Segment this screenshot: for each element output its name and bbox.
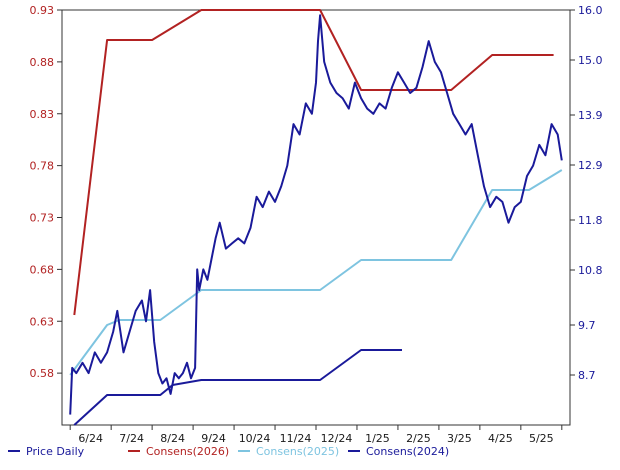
legend-label: Consens(2024) [366, 445, 449, 458]
series-line-price-daily [69, 14, 563, 415]
x-axis-tick-label: 4/25 [488, 432, 513, 445]
x-axis-tick-label: 9/24 [201, 432, 226, 445]
right-axis-tick-label: 12.9 [578, 159, 603, 172]
right-axis-tick-label: 11.8 [578, 214, 603, 227]
right-axis-tick-label: 15.0 [578, 54, 603, 67]
legend-label: Consens(2025) [256, 445, 339, 458]
x-axis-tick-label: 8/24 [160, 432, 185, 445]
x-axis-tick-label: 7/24 [119, 432, 144, 445]
right-axis-tick-label: 16.0 [578, 4, 603, 17]
left-axis-tick-label: 0.83 [30, 108, 55, 121]
left-axis-tick-label: 0.73 [30, 212, 55, 225]
left-axis-tick-label: 0.68 [30, 263, 55, 276]
legend-label: Consens(2026) [146, 445, 229, 458]
x-axis-tick-label: 10/24 [239, 432, 271, 445]
right-axis-tick-label: 10.8 [578, 264, 603, 277]
x-axis-tick-label: 11/24 [280, 432, 312, 445]
x-axis-tick-label: 2/25 [406, 432, 431, 445]
right-axis-tick-label: 8.7 [578, 369, 596, 382]
series-line-consens-2024 [73, 349, 402, 426]
x-axis-tick-label: 5/25 [529, 432, 554, 445]
x-axis-tick-label: 6/24 [78, 432, 103, 445]
left-axis-tick-label: 0.88 [30, 56, 55, 69]
legend-label: Price Daily [26, 445, 85, 458]
right-axis-tick-label: 13.9 [578, 109, 603, 122]
left-axis-tick-label: 0.63 [30, 315, 55, 328]
series-line-consens-2026 [73, 9, 554, 316]
x-axis-tick-label: 1/25 [365, 432, 390, 445]
series-lines [69, 9, 563, 426]
right-axis-tick-label: 9.7 [578, 319, 596, 332]
left-axis-tick-label: 0.93 [30, 4, 55, 17]
axes: 0.93 0.88 0.83 0.78 0.73 0.68 0.63 0.58 16.0 15.0… [30, 4, 603, 445]
series-line-consens-2025 [69, 169, 563, 376]
x-axis-tick-label: 3/25 [447, 432, 472, 445]
left-axis-tick-label: 0.78 [30, 160, 55, 173]
x-axis-tick-label: 12/24 [321, 432, 353, 445]
left-axis-tick-label: 0.58 [30, 367, 55, 380]
legend: Price Daily Consens(2026) Consens(2025) Con… [8, 445, 449, 458]
